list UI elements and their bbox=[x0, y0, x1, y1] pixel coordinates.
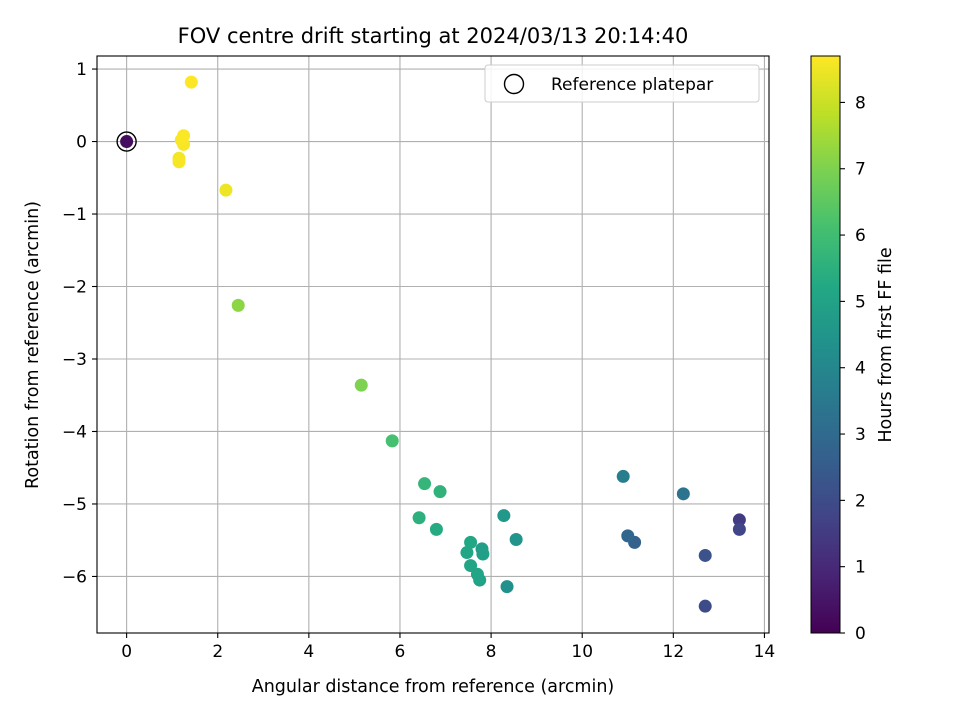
data-point bbox=[497, 509, 511, 523]
data-point bbox=[231, 298, 245, 312]
colorbar-tick-label: 6 bbox=[855, 226, 866, 246]
x-axis-ticks: 0 2 4 6 8 10 12 14 bbox=[121, 633, 775, 662]
data-point bbox=[676, 487, 690, 501]
colorbar-tick-label: 8 bbox=[855, 93, 866, 113]
colorbar bbox=[810, 55, 841, 634]
colorbar-tick-label: 2 bbox=[855, 491, 866, 511]
colorbar-tick-label: 4 bbox=[855, 359, 866, 379]
data-point bbox=[354, 378, 368, 392]
grid-lines bbox=[97, 56, 769, 633]
y-tick-label: −5 bbox=[62, 495, 87, 515]
data-point bbox=[120, 135, 134, 149]
y-tick-label: −2 bbox=[62, 278, 87, 298]
data-point bbox=[177, 129, 191, 143]
x-tick-label: 4 bbox=[303, 642, 314, 662]
data-point bbox=[732, 513, 746, 527]
x-tick-label: 0 bbox=[121, 642, 132, 662]
reference-platepar-marker bbox=[116, 131, 137, 152]
data-point bbox=[476, 547, 490, 561]
y-tick-label: 0 bbox=[76, 133, 87, 153]
colorbar-tick-label: 0 bbox=[855, 624, 866, 644]
y-tick-label: −1 bbox=[62, 205, 87, 225]
legend-reference-marker bbox=[503, 73, 525, 95]
data-point bbox=[219, 183, 233, 197]
data-point bbox=[172, 155, 186, 169]
data-point bbox=[732, 522, 746, 536]
colorbar-tick-label: 7 bbox=[855, 160, 866, 180]
data-point bbox=[418, 477, 432, 491]
data-point bbox=[698, 548, 712, 562]
data-point bbox=[509, 532, 523, 546]
legend-entry-reference-platepar: Reference platepar bbox=[551, 75, 713, 95]
data-point bbox=[184, 75, 198, 89]
y-axis-ticks: 1 0 −1 −2 −3 −4 −5 −6 bbox=[62, 60, 97, 587]
data-point bbox=[385, 434, 399, 448]
legend: Reference platepar bbox=[484, 64, 760, 103]
data-points bbox=[116, 75, 746, 613]
x-tick-label: 2 bbox=[212, 642, 223, 662]
data-point bbox=[433, 485, 447, 499]
y-tick-label: −6 bbox=[62, 567, 87, 587]
x-tick-label: 14 bbox=[754, 642, 776, 662]
x-axis-label: Angular distance from reference (arcmin) bbox=[252, 677, 615, 697]
data-point bbox=[464, 559, 478, 573]
colorbar-tick-label: 5 bbox=[855, 292, 866, 312]
y-tick-label: −4 bbox=[62, 422, 87, 442]
y-tick-label: 1 bbox=[76, 60, 87, 80]
chart-title: FOV centre drift starting at 2024/03/13 … bbox=[178, 24, 689, 48]
x-tick-label: 6 bbox=[395, 642, 406, 662]
data-point bbox=[698, 599, 712, 613]
legend-box bbox=[484, 64, 760, 103]
data-point bbox=[412, 511, 426, 525]
data-point bbox=[429, 522, 443, 536]
y-axis-label: Rotation from reference (arcmin) bbox=[23, 201, 43, 489]
y-tick-label: −3 bbox=[62, 350, 87, 370]
colorbar-ticks: 0 1 2 3 4 5 6 7 8 bbox=[840, 93, 866, 644]
x-tick-label: 12 bbox=[663, 642, 685, 662]
x-tick-label: 8 bbox=[486, 642, 497, 662]
data-point bbox=[460, 546, 474, 560]
data-point bbox=[616, 469, 630, 483]
colorbar-label: Hours from first FF file bbox=[876, 247, 896, 442]
data-point bbox=[470, 567, 484, 581]
data-point bbox=[464, 535, 478, 549]
plot-area-frame bbox=[96, 55, 770, 634]
x-tick-label: 10 bbox=[571, 642, 593, 662]
data-point bbox=[500, 580, 514, 594]
colorbar-tick-label: 1 bbox=[855, 558, 866, 578]
colorbar-tick-label: 3 bbox=[855, 425, 866, 445]
data-point bbox=[621, 529, 635, 543]
